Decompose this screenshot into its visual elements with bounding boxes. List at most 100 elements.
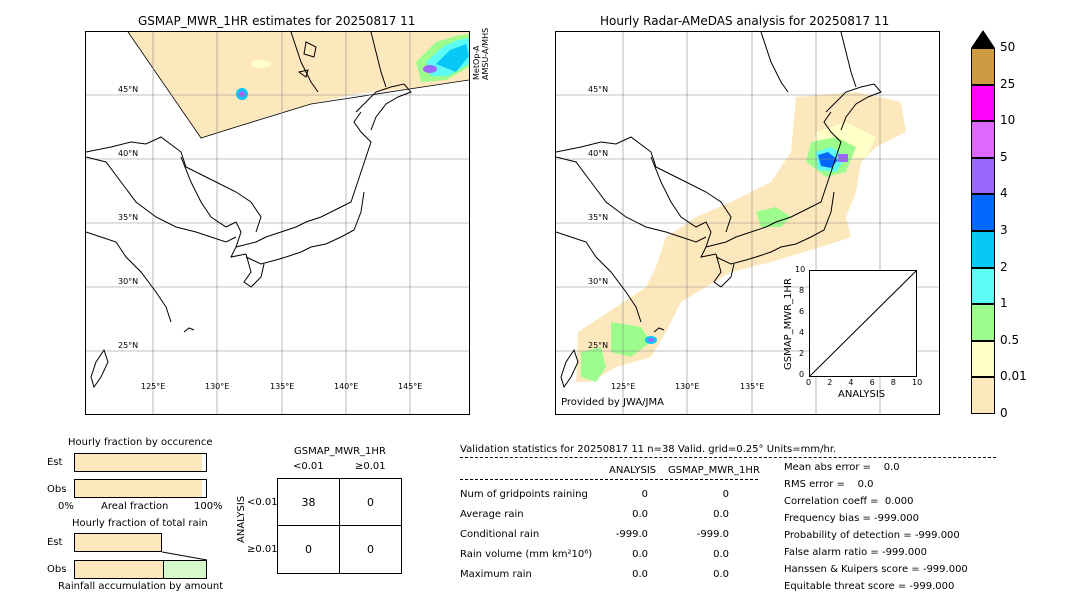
validation-row-label: Rain volume (mm km²10⁶) xyxy=(460,549,593,560)
contingency-col-0: <0.01 xyxy=(293,461,324,472)
validation-divider xyxy=(460,457,996,458)
colorbar-label: 25 xyxy=(1000,76,1016,91)
left-rain-purple xyxy=(423,65,437,73)
left-lon-125: 125°E xyxy=(141,382,166,391)
validation-col-analysis: ANALYSIS xyxy=(609,465,657,476)
contingency-header: GSMAP_MWR_1HR xyxy=(294,446,386,457)
validation-row-gsmap: 0.0 xyxy=(713,549,729,560)
left-lat-30: 30°N xyxy=(118,277,139,286)
totalrain-obs-label: Obs xyxy=(47,564,67,575)
colorbar-segment xyxy=(971,231,995,268)
totalrain-title: Hourly fraction of total rain xyxy=(72,518,208,529)
contingency-row-axis: ANALYSIS xyxy=(236,495,247,543)
scatter-diagonal xyxy=(809,270,917,377)
validation-row-gsmap: 0 xyxy=(722,489,729,500)
validation-score: Frequency bias = -999.000 xyxy=(784,513,919,524)
right-map-title: Hourly Radar-AMeDAS analysis for 2025081… xyxy=(600,14,890,28)
occurence-obs-label: Obs xyxy=(47,484,67,495)
left-lon-135: 135°E xyxy=(270,382,295,391)
validation-row-label: Conditional rain xyxy=(460,529,540,540)
colorbar-label: 3 xyxy=(1000,223,1008,237)
scatter-ytick: 10 xyxy=(795,265,806,274)
validation-score: RMS error = 0.0 xyxy=(784,479,874,490)
scatter-ylabel: GSMAP_MWR_1HR xyxy=(783,278,794,370)
scatter-xtick: 6 xyxy=(869,378,875,387)
occurence-obs-bar xyxy=(75,480,203,497)
left-lon-140: 140°E xyxy=(334,382,359,391)
contingency-col-1: ≥0.01 xyxy=(355,461,386,472)
colorbar-segment xyxy=(971,121,995,158)
left-lat-35: 35°N xyxy=(118,213,139,222)
colorbar-segment xyxy=(971,267,995,305)
scatter-xtick: 4 xyxy=(848,378,854,387)
left-swath xyxy=(128,32,469,138)
scatter-ytick: 0 xyxy=(799,370,805,379)
contingency-row-0: <0.01 xyxy=(247,497,278,508)
validation-row-gsmap: -999.0 xyxy=(696,529,729,540)
occurence-est-bar xyxy=(75,454,203,471)
totalrain-obs-track xyxy=(74,560,207,579)
colorbar-label: 5 xyxy=(1000,149,1008,164)
scatter-svg xyxy=(809,270,917,377)
left-lat-45: 45°N xyxy=(118,85,139,94)
validation-col-gsmap: GSMAP_MWR_1HR xyxy=(668,465,760,476)
left-map-svg xyxy=(86,32,469,414)
right-lat-40: 40°N xyxy=(588,149,609,158)
occurence-xlabel: Areal fraction xyxy=(101,501,169,512)
colorbar-segment xyxy=(971,157,995,195)
colorbar-label: 0.01 xyxy=(1000,369,1027,384)
left-lat-25: 25°N xyxy=(118,341,139,350)
contingency-cell-1-0: 0 xyxy=(277,525,340,574)
right-lon-125: 125°E xyxy=(611,382,636,391)
contingency-cell-1-1: 0 xyxy=(339,525,402,574)
validation-score: Mean abs error = 0.0 xyxy=(784,462,900,473)
validation-score: Probability of detection = -999.000 xyxy=(784,530,960,541)
left-swath-edge xyxy=(127,32,469,139)
colorbar-segment xyxy=(971,304,995,341)
scatter-ytick: 8 xyxy=(799,286,805,295)
validation-header: Validation statistics for 20250817 11 n=… xyxy=(460,444,837,455)
validation-score: False alarm ratio = -999.000 xyxy=(784,547,927,558)
scatter-xtick: 0 xyxy=(806,378,812,387)
right-lat-35: 35°N xyxy=(588,213,609,222)
validation-row-analysis: 0.0 xyxy=(632,509,648,520)
scatter-xtick: 2 xyxy=(827,378,833,387)
colorbar xyxy=(971,48,995,414)
validation-subdivider xyxy=(460,479,758,480)
validation-row-gsmap: 0.0 xyxy=(713,569,729,580)
colorbar-label: 10 xyxy=(1000,113,1016,128)
left-map-title: GSMAP_MWR_1HR estimates for 20250817 11 xyxy=(138,14,416,28)
occurence-title: Hourly fraction by occurence xyxy=(68,437,213,448)
colorbar-label: 0.5 xyxy=(1000,332,1020,347)
validation-row-label: Average rain xyxy=(460,509,524,520)
scatter-plot xyxy=(809,270,917,377)
colorbar-segment xyxy=(971,84,995,122)
occurence-x-min: 0% xyxy=(58,501,74,512)
left-lon-145: 145°E xyxy=(398,382,423,391)
colorbar-label: 50 xyxy=(1000,40,1016,54)
totalrain-connector xyxy=(162,551,208,561)
validation-row-analysis: -999.0 xyxy=(615,529,648,540)
contingency-cell-0-0: 38 xyxy=(277,478,340,526)
occurence-obs-track xyxy=(74,479,207,498)
colorbar-segment xyxy=(971,48,995,85)
right-rain-blue xyxy=(818,152,838,168)
right-coastlines xyxy=(556,32,882,389)
scatter-ytick: 2 xyxy=(799,349,805,358)
totalrain-obs-bar xyxy=(75,561,165,578)
totalrain-est-bar xyxy=(74,533,163,552)
totalrain-est-label: Est xyxy=(47,537,63,548)
left-lon-130: 130°E xyxy=(205,382,230,391)
right-lon-130: 130°E xyxy=(675,382,700,391)
right-lat-30: 30°N xyxy=(588,277,609,286)
validation-row-label: Maximum rain xyxy=(460,569,532,580)
scatter-xtick: 8 xyxy=(890,378,896,387)
validation-row-analysis: 0.0 xyxy=(632,569,648,580)
totalrain-xlabel: Rainfall accumulation by amount xyxy=(58,581,224,592)
scatter-ytick: 4 xyxy=(799,328,805,337)
right-lon-135: 135°E xyxy=(740,382,765,391)
colorbar-label: 1 xyxy=(1000,296,1008,311)
scatter-xtick: 10 xyxy=(912,378,923,387)
left-coastlines xyxy=(86,32,412,389)
validation-row-gsmap: 0.0 xyxy=(713,509,729,520)
